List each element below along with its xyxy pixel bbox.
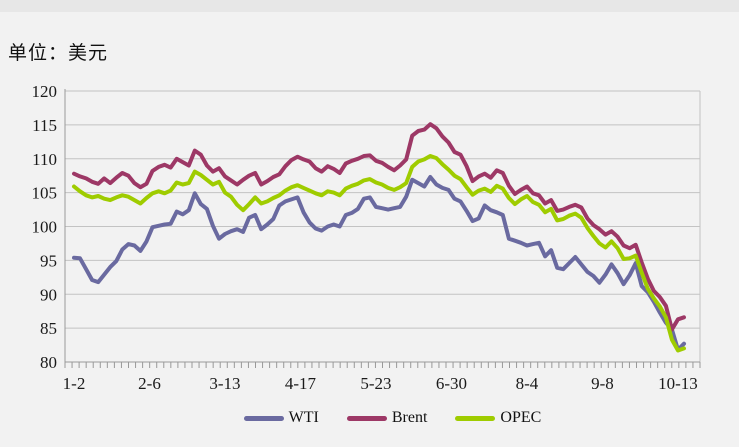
opec-series-line bbox=[72, 154, 686, 353]
chart-legend: WTI Brent OPEC bbox=[0, 409, 739, 427]
y-tick-label: 90 bbox=[40, 285, 57, 304]
y-tick-label: 105 bbox=[32, 184, 58, 203]
y-tick-label: 100 bbox=[32, 218, 58, 237]
brent-series-line bbox=[72, 122, 686, 332]
x-tick-label: 6-30 bbox=[436, 374, 467, 393]
x-tick-label: 3-13 bbox=[209, 374, 240, 393]
legend-item-wti: WTI bbox=[243, 409, 319, 427]
legend-label-wti: WTI bbox=[288, 409, 319, 426]
legend-label-brent: Brent bbox=[391, 409, 428, 426]
x-tick-label: 8-4 bbox=[516, 374, 539, 393]
legend-item-brent: Brent bbox=[346, 409, 428, 427]
y-tick-label: 120 bbox=[32, 82, 58, 101]
top-strip bbox=[0, 0, 739, 12]
y-tick-label: 95 bbox=[40, 251, 57, 270]
y-tick-label: 115 bbox=[32, 116, 57, 135]
x-tick-label: 4-17 bbox=[285, 374, 317, 393]
y-tick-label: 85 bbox=[40, 319, 57, 338]
chart-unit-label: 单位：美元 bbox=[8, 43, 109, 64]
x-tick-label: 1-2 bbox=[63, 374, 86, 393]
x-tick-label: 10-13 bbox=[658, 374, 698, 393]
opec-line-swatch bbox=[455, 415, 496, 421]
wti-line-swatch bbox=[243, 415, 284, 421]
wti-series-line bbox=[72, 175, 686, 352]
x-tick-label: 2-6 bbox=[138, 374, 161, 393]
x-tick-label: 9-8 bbox=[591, 374, 614, 393]
y-tick-label: 80 bbox=[40, 353, 57, 372]
brent-line-swatch bbox=[346, 415, 387, 421]
legend-item-opec: OPEC bbox=[455, 409, 541, 427]
legend-label-opec: OPEC bbox=[500, 409, 542, 426]
x-tick-label: 5-23 bbox=[360, 374, 391, 393]
y-tick-label: 110 bbox=[32, 150, 57, 169]
